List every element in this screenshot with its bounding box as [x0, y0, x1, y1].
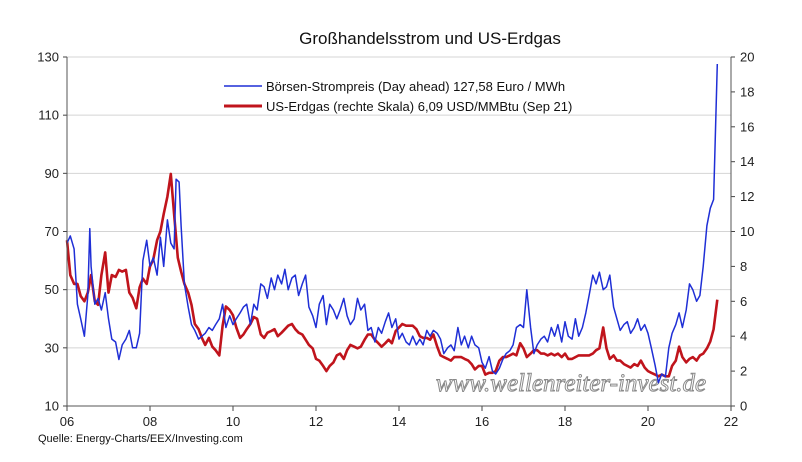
y-tick-label-left: 110	[38, 108, 59, 123]
y-tick-label-left: 10	[45, 399, 59, 414]
y-tick-label-left: 70	[45, 224, 59, 239]
y-tick-label-right: 16	[740, 119, 754, 134]
x-tick-label: 12	[309, 414, 323, 429]
x-tick-label: 18	[558, 414, 572, 429]
grid	[67, 56, 731, 349]
watermark: www.wellenreiter-invest.de	[436, 370, 706, 397]
y-tick-label-right: 0	[740, 399, 747, 414]
y-tick-label-right: 14	[740, 154, 754, 169]
x-tick-label: 14	[392, 414, 406, 429]
y-tick-label-right: 12	[740, 189, 754, 204]
x-tick-label: 10	[226, 414, 240, 429]
x-tick-label: 22	[724, 414, 738, 429]
x-tick-label: 08	[143, 414, 157, 429]
series-lines	[65, 63, 719, 384]
y-tick-label-right: 8	[740, 259, 747, 274]
x-axis: 06 08 10 12 14 16 18 20 22	[60, 406, 738, 429]
series-line-erdgas	[65, 172, 719, 378]
y-tick-label-left: 90	[45, 166, 59, 181]
y-tick-label-right: 10	[740, 224, 754, 239]
series-line-strompreis	[66, 63, 719, 384]
y-tick-label-right: 2	[740, 364, 747, 379]
y-tick-label-left: 50	[45, 282, 59, 297]
y-tick-label-right: 18	[740, 84, 754, 99]
y-tick-label-right: 4	[740, 329, 747, 344]
source-note: Quelle: Energy-Charts/EEX/Investing.com	[38, 433, 243, 445]
y-tick-label-left: 130	[37, 50, 59, 65]
y-tick-label-left: 30	[45, 340, 59, 355]
legend: Börsen-Strompreis (Day ahead) 127,58 Eur…	[224, 79, 572, 114]
y-axis-right: 0 2 4 6 8 10 12 14 16 18 20	[731, 50, 754, 414]
chart-title: Großhandelsstrom und US-Erdgas	[299, 29, 561, 48]
x-tick-label: 06	[60, 414, 74, 429]
legend-label-strompreis: Börsen-Strompreis (Day ahead) 127,58 Eur…	[266, 79, 565, 94]
x-tick-label: 20	[641, 414, 655, 429]
y-tick-label-right: 6	[740, 294, 747, 309]
x-tick-label: 16	[475, 414, 489, 429]
axes	[66, 57, 732, 407]
legend-label-erdgas: US-Erdgas (rechte Skala) 6,09 USD/MMBtu …	[266, 99, 572, 114]
y-axis-left: 10 30 50 70 90 110 130	[37, 50, 67, 414]
y-tick-label-right: 20	[740, 50, 754, 65]
